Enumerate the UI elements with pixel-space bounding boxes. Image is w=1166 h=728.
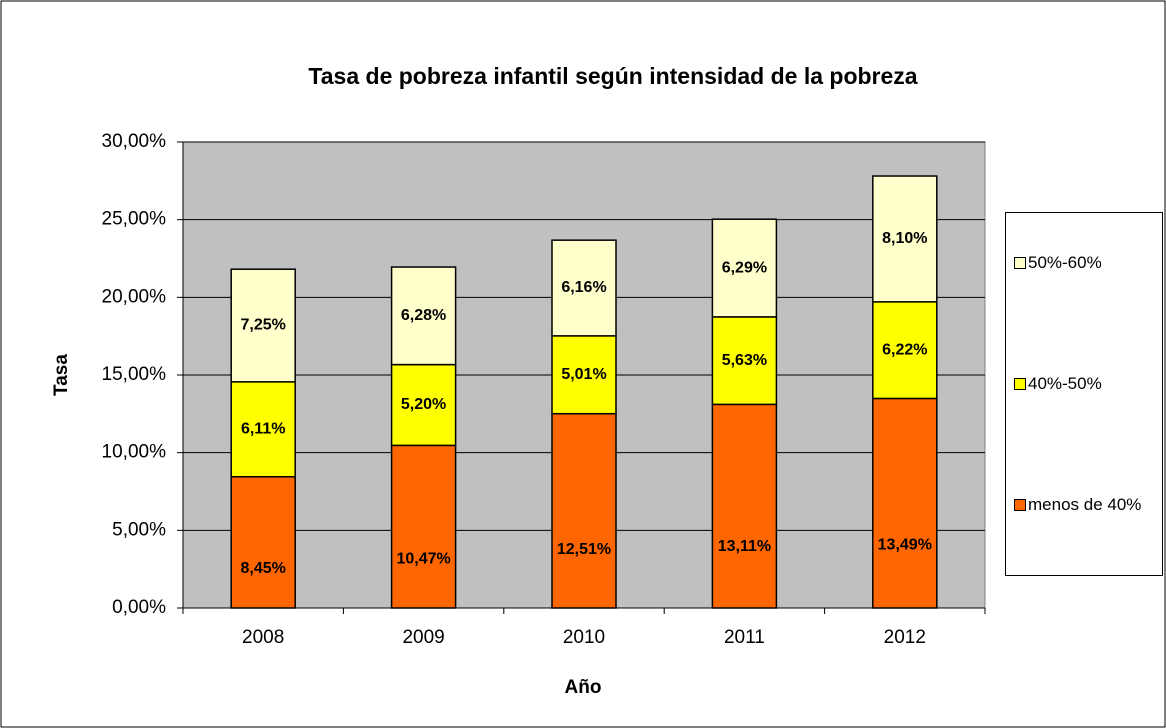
- value-label: 6,16%: [561, 279, 606, 296]
- bar-segment: [390, 363, 457, 447]
- legend-label: 40%-50%: [1028, 374, 1102, 393]
- legend-label: menos de 40%: [1028, 495, 1142, 514]
- bar-segment: [551, 412, 617, 609]
- value-label: 6,11%: [241, 421, 285, 438]
- legend-item: 40%-50%: [1014, 374, 1148, 394]
- y-axis-title: Tasa: [51, 354, 72, 396]
- x-tick-label: 2012: [884, 627, 926, 648]
- legend-swatch: [1014, 257, 1026, 269]
- bar-segment: [551, 335, 617, 415]
- bar-segment: [872, 175, 938, 303]
- y-tick-label: 20,00%: [102, 286, 167, 307]
- y-tick-label: 15,00%: [102, 364, 167, 385]
- value-label: 5,01%: [561, 366, 606, 383]
- x-axis-title: Año: [565, 677, 602, 698]
- y-tick-label: 0,00%: [112, 597, 166, 618]
- value-label: 13,49%: [878, 536, 932, 553]
- bar-segment: [872, 397, 938, 609]
- value-label: 12,51%: [557, 541, 611, 558]
- bar-segment: [230, 268, 296, 383]
- value-label: 8,45%: [241, 560, 286, 577]
- bar-segment: [551, 239, 617, 337]
- value-label: 5,63%: [722, 352, 767, 369]
- value-label: 6,22%: [882, 341, 927, 358]
- bar-segment: [390, 444, 457, 609]
- y-tick-label: 10,00%: [102, 442, 167, 463]
- value-label: 5,20%: [401, 396, 446, 413]
- value-label: 6,29%: [722, 259, 767, 276]
- legend-item: 50%-60%: [1014, 253, 1148, 273]
- value-label: 8,10%: [882, 230, 927, 247]
- bar-segment: [230, 475, 296, 609]
- x-tick-label: 2008: [242, 627, 284, 648]
- x-tick-label: 2009: [402, 627, 444, 648]
- bar-segment: [711, 316, 778, 406]
- legend-item: menos de 40%: [1014, 495, 1148, 515]
- x-tick-label: 2011: [724, 627, 765, 648]
- y-tick-label: 25,00%: [102, 209, 167, 230]
- legend-label: 50%-60%: [1028, 253, 1102, 272]
- chart-title: Tasa de pobreza infantil según intensida…: [308, 63, 917, 89]
- y-tick-label: 5,00%: [112, 519, 166, 540]
- value-label: 10,47%: [396, 550, 450, 567]
- value-label: 13,11%: [718, 538, 771, 555]
- bar-segment: [230, 381, 296, 478]
- x-tick-label: 2010: [563, 627, 605, 648]
- value-label: 6,28%: [401, 307, 446, 324]
- bar-segment: [711, 218, 778, 318]
- value-label: 7,25%: [241, 317, 286, 334]
- legend: menos de 40% 40%-50% 50%-60%: [1005, 212, 1163, 576]
- legend-swatch: [1014, 378, 1026, 390]
- bar-segment: [711, 403, 778, 609]
- legend-swatch: [1014, 499, 1026, 511]
- bar-segment: [390, 266, 457, 366]
- bar-segment: [872, 301, 938, 400]
- y-tick-label: 30,00%: [102, 131, 167, 152]
